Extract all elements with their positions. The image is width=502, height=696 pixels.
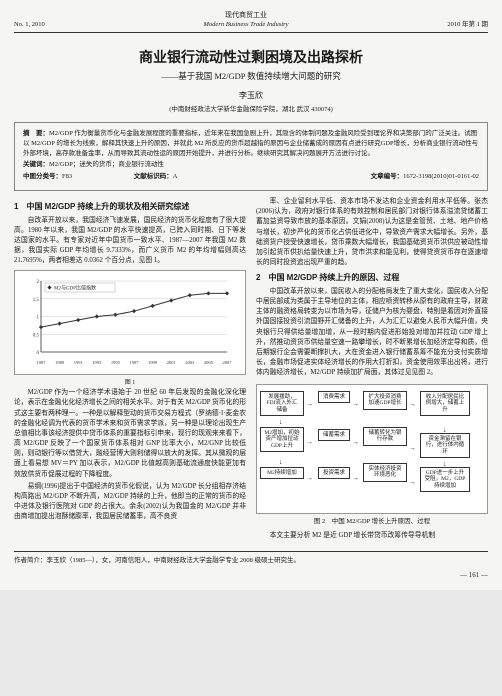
column-left: 1 中国 M2/GDP 持续上升的现状及相关研究综述 自改革开放以来，我国经济飞… xyxy=(14,197,246,543)
flow-arrow: ↓ xyxy=(443,425,447,435)
flow-arrow: → xyxy=(409,399,416,409)
flow-arrow: → xyxy=(409,477,416,487)
flow-arrow: → xyxy=(306,437,313,447)
id-value: 1672-3198(2010)01-0161-02 xyxy=(403,173,479,180)
paragraph: M2/GDP 作为一个经济学术语始于 20 世纪 60 年后发现的金融化深化理论… xyxy=(14,388,246,480)
svg-text:1997: 1997 xyxy=(130,360,140,365)
flow-arrow: ↓ xyxy=(443,459,447,469)
id-label: 文章编号： xyxy=(371,173,404,180)
svg-text:1995: 1995 xyxy=(111,360,121,365)
figure-2-flowchart: 发展援助，FDI流入外汇储备 消费需求扩大投资消费加速GDP增长收入分配居民比例增… xyxy=(256,384,488,526)
two-column-body: 1 中国 M2/GDP 持续上升的现状及相关研究综述 自改革开放以来，我国经济飞… xyxy=(14,197,488,543)
svg-text:M2与GDP比值指数: M2与GDP比值指数 xyxy=(54,285,96,292)
svg-text:1: 1 xyxy=(37,316,40,321)
flow-arrow: → xyxy=(306,473,313,483)
keywords-content: M2/GDP；迷失的货币；商业银行流动性 xyxy=(49,161,164,168)
abstract-text: 摘 要：M2/GDP 作为衡量货币化与金融发展程度的重要指标，近年来在我国急剧上… xyxy=(23,129,479,158)
abstract-label: 摘 要： xyxy=(23,130,49,137)
paragraph: 本文主要分析 M2 是近 GDP 增长带贷币改筹传导导机制 xyxy=(256,531,488,541)
svg-text:1993: 1993 xyxy=(92,360,102,365)
svg-text:1991: 1991 xyxy=(74,360,83,365)
abstract-content: M2/GDP 作为衡量货币化与金融发展程度的重要指标，近年来在我国急剧上升，其隐… xyxy=(23,130,478,157)
header-center: 现代商贸工业 Modern Business Trade Industry xyxy=(45,10,448,30)
article-subtitle: ——基于我国 M2/GDP 数值持续增大问题的研究 xyxy=(14,70,488,82)
flow-node: 收入分配居民比例增大，储蓄上升 xyxy=(420,391,470,417)
class-label: 中图分类号： xyxy=(23,173,62,180)
header-left: No. 1, 2010 xyxy=(14,20,45,29)
svg-text:2007: 2007 xyxy=(223,360,233,365)
flow-node: 实体经济投资环境恶化 xyxy=(363,463,407,482)
svg-text:2003: 2003 xyxy=(185,360,195,365)
flow-arrow: → xyxy=(352,399,359,409)
flowchart-container: 发展援助，FDI流入外汇储备 消费需求扩大投资消费加速GDP增长收入分配居民比例增… xyxy=(256,384,488,514)
paragraph: 率、企业留利水平低、资本市场不发达和企业资金利用水平低等。张杰(2006)认为，… xyxy=(256,197,488,268)
flow-arrow: → xyxy=(409,443,416,453)
page: No. 1, 2010 现代商贸工业 Modern Business Trade… xyxy=(0,0,502,590)
classification-line: 中图分类号：F83 文献标识码：A 文章编号：1672-3198(2010)01… xyxy=(23,172,479,182)
flow-node: 发展援助，FDI流入外汇储备 xyxy=(260,391,304,417)
figure-2-caption: 图 2 中国 M2/GDP 增长上升原因、过程 xyxy=(256,517,488,526)
svg-text:1989: 1989 xyxy=(55,360,65,365)
page-header: No. 1, 2010 现代商贸工业 Modern Business Trade… xyxy=(14,10,488,33)
figure-1-chart: 0 0.5 1 1.5 2 1987 1989 1991 1993 1995 1997 1999 200… xyxy=(14,270,246,375)
doc-value: A xyxy=(173,173,178,180)
flow-node: 投资需求 xyxy=(318,467,350,480)
flow-node: 扩大投资消费加速GDP增长 xyxy=(363,391,407,410)
doc-label: 文献标识码： xyxy=(134,173,173,180)
paragraph: 易纲(1996)提出于中国经济的货币化假说，认为 M2/GDP 长分组相存济结构… xyxy=(14,482,246,523)
journal-name-cn: 现代商贸工业 xyxy=(45,10,448,20)
svg-text:1.5: 1.5 xyxy=(33,298,40,303)
class-value: F83 xyxy=(62,173,72,180)
svg-text:2001: 2001 xyxy=(167,360,176,365)
flow-node: 储蓄转化为银行存款 xyxy=(363,427,407,446)
svg-text:2: 2 xyxy=(37,280,40,285)
section-1-heading: 1 中国 M2/GDP 持续上升的现状及相关研究综述 xyxy=(14,201,246,213)
page-number: — 161 — xyxy=(14,570,488,580)
author-name: 李玉欣 xyxy=(14,90,488,102)
flow-arrow: → xyxy=(352,437,359,447)
column-right: 率、企业留利水平低、资本市场不发达和企业资金利用水平低等。张杰(2006)认为，… xyxy=(256,197,488,543)
svg-text:1999: 1999 xyxy=(148,360,158,365)
article-title: 商业银行流动性过剩困境及出路探析 xyxy=(14,47,488,67)
flow-node: 消费需求 xyxy=(318,391,350,404)
flow-node: M2持续增加 xyxy=(260,467,304,480)
section-2-heading: 2 中国 M2/GDP 持续上升的原因、过程 xyxy=(256,272,488,284)
flow-node: 资金滞留在银行，进行体内循环 xyxy=(420,433,470,459)
figure-1-caption: 图 1 xyxy=(14,379,246,388)
keywords-line: 关键词：M2/GDP；迷失的货币；商业银行流动性 xyxy=(23,160,479,170)
paragraph: 中国改革开放以来，国民收入的分配格局发生了重大变化，国民收入分配中居民部成为类属… xyxy=(256,287,488,379)
flow-node: M2增加，初始资产增加拉动GDP上升 xyxy=(260,427,304,453)
svg-text:2005: 2005 xyxy=(204,360,214,365)
paragraph: 自改革开放以来，我国经济飞速发展，国民经济的货币化程度有了很大提高。1980 年… xyxy=(14,216,246,267)
flow-node: 储蓄需求 xyxy=(318,429,350,442)
author-bio-footer: 作者简介：李玉欣（1985—），女，河南信阳人，中南财经政法大学金融学专业 20… xyxy=(14,551,488,565)
flow-arrow: ↓ xyxy=(279,417,283,427)
journal-name-en: Modern Business Trade Industry xyxy=(45,20,448,29)
author-affiliation: (中南财经政法大学新华金融保险学院，湖北 武汉 430074) xyxy=(14,105,488,114)
header-right: 2010 年第 1 期 xyxy=(447,20,488,29)
svg-text:0: 0 xyxy=(37,351,40,356)
flow-node: GDP进一步上升受阻，M2，GDP持续增加 xyxy=(420,467,470,493)
svg-text:1987: 1987 xyxy=(37,360,47,365)
flow-arrow: → xyxy=(306,399,313,409)
abstract-box: 摘 要：M2/GDP 作为衡量货币化与金融发展程度的重要指标，近年来在我国急剧上… xyxy=(14,122,488,191)
line-chart-svg: 0 0.5 1 1.5 2 1987 1989 1991 1993 1995 1997 1999 200… xyxy=(19,275,233,370)
svg-text:0.5: 0.5 xyxy=(33,334,40,339)
flow-arrow: ↓ xyxy=(279,457,283,467)
flow-arrow: → xyxy=(352,473,359,483)
keywords-label: 关键词： xyxy=(23,161,49,168)
